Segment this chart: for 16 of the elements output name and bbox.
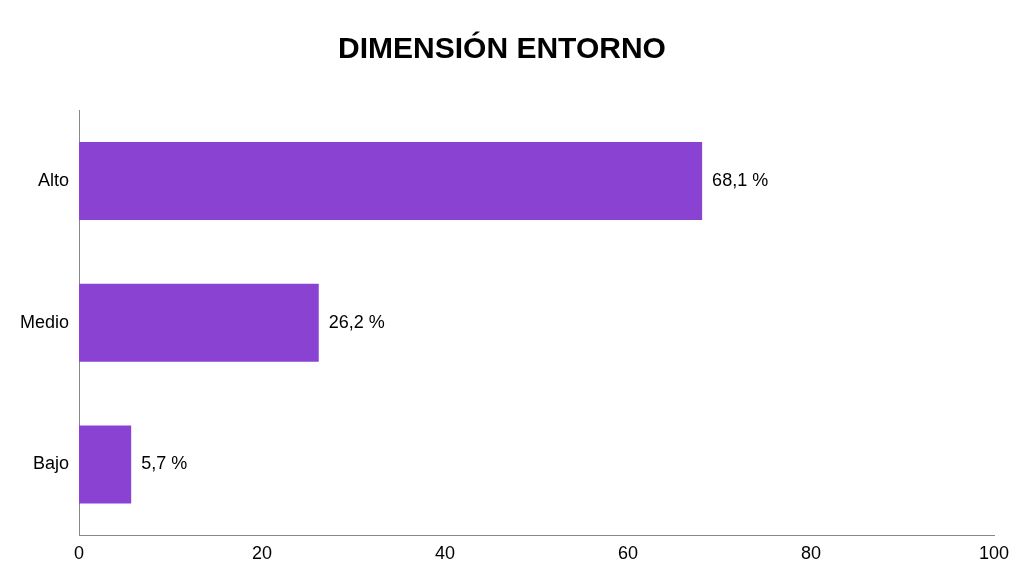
data-label: 26,2 %: [328, 311, 385, 332]
x-tick-label: 20: [252, 543, 273, 564]
x-tick-label: 100: [978, 543, 1010, 564]
x-tick-label: 80: [800, 543, 822, 564]
y-tick-label: Alto: [37, 169, 70, 190]
data-label: 5,7 %: [141, 453, 188, 474]
x-tick-label: 0: [74, 543, 85, 564]
bar: [79, 425, 132, 504]
data-label: 68,1 %: [712, 169, 769, 190]
bar: [79, 283, 319, 362]
x-tick-label: 40: [435, 543, 456, 564]
chart-title: DIMENSIÓN ENTORNO: [338, 31, 666, 65]
x-tick-label: 60: [617, 543, 639, 564]
y-tick-label: Bajo: [32, 453, 70, 474]
bar: [79, 141, 703, 220]
y-tick-label: Medio: [19, 311, 70, 332]
